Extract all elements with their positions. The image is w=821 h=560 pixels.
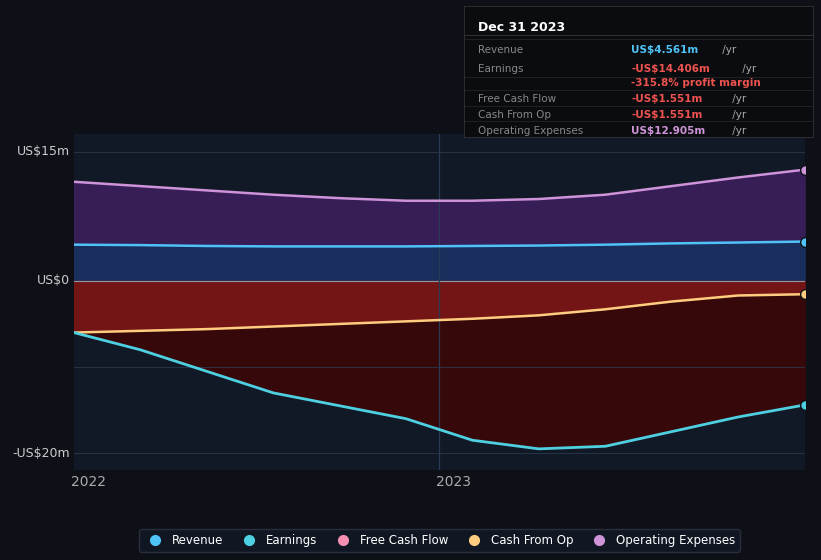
Text: /yr: /yr [729,110,746,120]
Text: Free Cash Flow: Free Cash Flow [478,94,556,104]
Text: /yr: /yr [719,45,736,55]
Text: Earnings: Earnings [478,64,523,74]
Legend: Revenue, Earnings, Free Cash Flow, Cash From Op, Operating Expenses: Revenue, Earnings, Free Cash Flow, Cash … [139,529,740,552]
Text: Operating Expenses: Operating Expenses [478,125,583,136]
Text: US$4.561m: US$4.561m [631,45,699,55]
Text: /yr: /yr [729,125,746,136]
Text: /yr: /yr [739,64,756,74]
Text: -US$1.551m: -US$1.551m [631,110,703,120]
Text: Dec 31 2023: Dec 31 2023 [478,21,565,34]
Text: /yr: /yr [729,94,746,104]
Text: Revenue: Revenue [478,45,523,55]
Text: US$12.905m: US$12.905m [631,125,705,136]
Text: -315.8% profit margin: -315.8% profit margin [631,78,761,88]
Text: -US$20m: -US$20m [12,447,71,460]
Text: US$0: US$0 [37,274,71,287]
Text: -US$14.406m: -US$14.406m [631,64,710,74]
Text: Cash From Op: Cash From Op [478,110,551,120]
Text: -US$1.551m: -US$1.551m [631,94,703,104]
Text: US$15m: US$15m [17,145,71,158]
